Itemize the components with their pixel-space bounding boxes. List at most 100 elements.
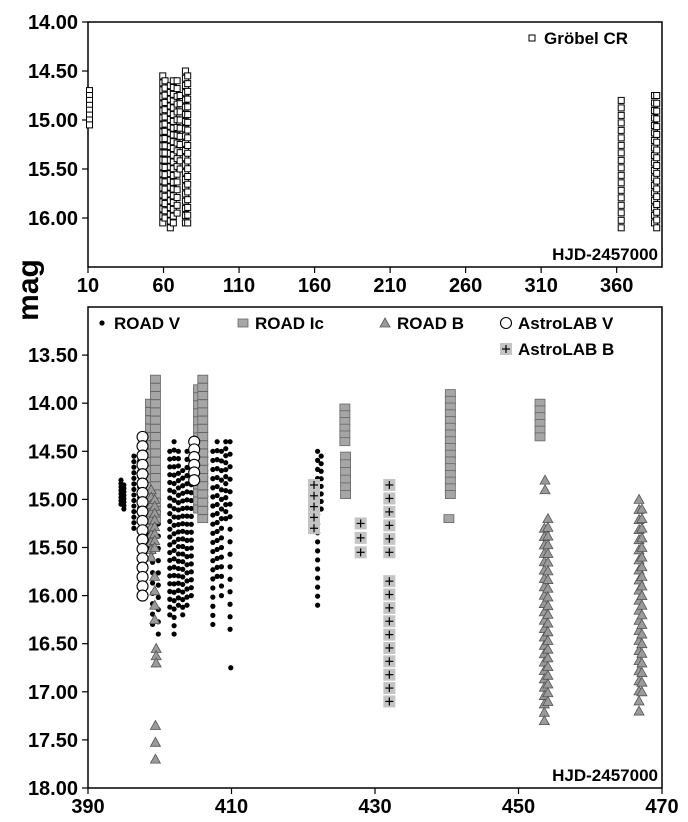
data-point (167, 549, 173, 556)
data-point (188, 490, 194, 496)
data-point (149, 736, 162, 747)
data-point (175, 580, 182, 586)
data-point (197, 514, 209, 524)
data-point (214, 537, 220, 544)
data-point (167, 565, 173, 571)
data-point (223, 502, 229, 508)
data-point (340, 482, 351, 492)
legend-marker (237, 318, 249, 328)
top-plot-frame (87, 21, 663, 268)
data-point (617, 216, 625, 224)
data-point (136, 589, 149, 602)
data-point (131, 453, 137, 459)
data-point (383, 519, 396, 532)
data-point (617, 171, 625, 179)
data-point (131, 503, 137, 509)
data-point (223, 467, 229, 473)
data-point (131, 470, 137, 476)
data-point (210, 612, 216, 618)
data-point (617, 186, 625, 194)
bottom-y-tick-label: 14.50 (28, 441, 78, 463)
data-point (315, 593, 321, 599)
data-point (180, 536, 186, 542)
data-point (210, 539, 216, 546)
data-point (184, 103, 192, 111)
data-point (175, 470, 182, 476)
data-point (227, 626, 233, 632)
data-point (653, 185, 661, 193)
data-point (184, 111, 192, 119)
top-x-tick-label: 360 (600, 275, 633, 297)
data-point (184, 172, 192, 180)
data-point (188, 545, 194, 551)
data-point (149, 753, 162, 764)
bottom-y-tick-label: 13.50 (28, 345, 78, 367)
data-point (197, 407, 209, 417)
data-point (131, 509, 137, 515)
data-point (218, 477, 225, 483)
data-point (214, 519, 220, 526)
data-point (184, 513, 190, 519)
data-point (155, 594, 161, 600)
data-point (188, 577, 194, 583)
data-point (184, 529, 190, 535)
data-point (171, 472, 177, 478)
data-point (155, 631, 161, 637)
data-point (150, 657, 162, 668)
data-point (223, 439, 229, 445)
data-point (184, 87, 192, 95)
data-point (542, 512, 554, 524)
data-point (653, 138, 661, 146)
data-point (308, 489, 321, 502)
data-point (383, 641, 396, 654)
data-point (184, 134, 192, 142)
data-point (167, 573, 173, 579)
data-point (173, 178, 181, 186)
data-point (188, 561, 194, 567)
data-point (315, 448, 321, 454)
data-point (188, 497, 194, 504)
data-point (210, 457, 216, 464)
bottom-series-astrolab-v (136, 430, 201, 602)
data-point (197, 423, 209, 433)
data-point (653, 216, 661, 224)
data-point (167, 596, 173, 602)
data-point (171, 623, 177, 629)
data-point (171, 506, 177, 512)
data-point (171, 539, 177, 545)
data-point (131, 525, 137, 531)
data-point (188, 521, 194, 527)
bottom-x-axis: 390 410 430 450 470 (71, 788, 679, 818)
data-point (383, 682, 396, 695)
data-point (223, 509, 229, 515)
legend-marker (500, 343, 512, 355)
legend-label: ROAD Ic (255, 314, 324, 333)
data-point (184, 505, 190, 511)
data-point (150, 440, 161, 450)
data-point (218, 448, 225, 454)
data-point (218, 554, 225, 560)
data-point (383, 478, 396, 491)
data-point (175, 565, 182, 572)
data-point (227, 614, 233, 620)
data-point (167, 534, 173, 540)
data-point (180, 604, 186, 610)
data-point (534, 432, 546, 442)
data-point (653, 193, 661, 201)
data-point (223, 495, 229, 501)
data-point (197, 415, 209, 425)
data-point (171, 480, 177, 487)
data-point (180, 490, 186, 496)
data-point (443, 514, 455, 524)
data-point (210, 476, 216, 482)
data-point (150, 382, 161, 392)
data-point (340, 490, 351, 499)
data-point (180, 559, 186, 565)
data-point (383, 505, 396, 518)
data-point (175, 602, 182, 608)
data-point (167, 604, 173, 610)
data-point (169, 104, 177, 112)
data-point (175, 573, 182, 579)
data-point (150, 423, 161, 433)
data-point (315, 584, 321, 590)
